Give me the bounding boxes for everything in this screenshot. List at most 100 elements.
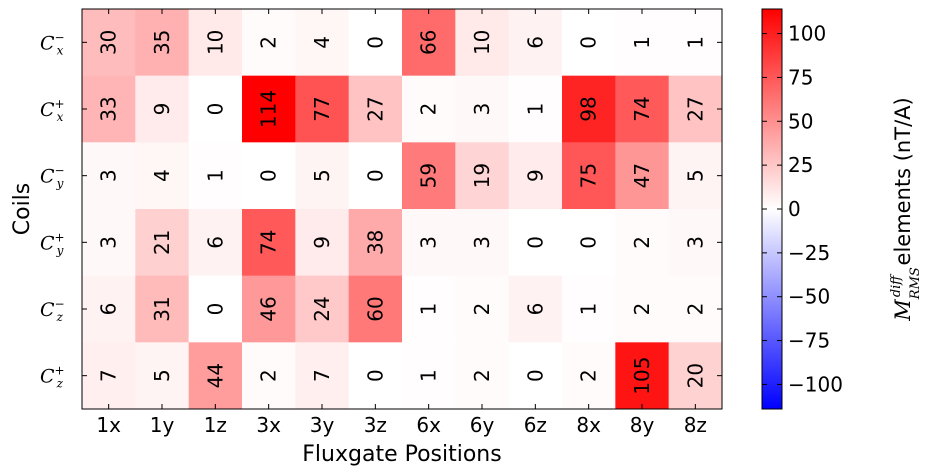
plot-frame bbox=[81, 8, 723, 410]
cell-value-label: 1 bbox=[203, 169, 227, 182]
heatmap-cell bbox=[615, 75, 670, 143]
heatmap-cell bbox=[348, 275, 403, 343]
heatmap-cell bbox=[402, 142, 456, 210]
heatmap-cell bbox=[82, 142, 136, 210]
cell-value-label: 6 bbox=[203, 236, 227, 249]
colorbar-tick-label: −25 bbox=[788, 241, 830, 265]
heatmap-cell bbox=[135, 342, 190, 410]
colorbar-tick-label: 0 bbox=[788, 197, 801, 221]
heatmap-cell bbox=[668, 275, 723, 343]
cell-value-label: 5 bbox=[150, 369, 174, 382]
heatmap-cell bbox=[402, 9, 456, 77]
x-tick-label: 6y bbox=[470, 413, 495, 437]
cell-value-label: 0 bbox=[363, 36, 387, 49]
cell-value-label: 4 bbox=[310, 36, 334, 49]
cell-value-label: 35 bbox=[150, 30, 174, 55]
heatmap-cell bbox=[188, 209, 243, 277]
cell-value-label: 6 bbox=[97, 303, 121, 316]
cell-value-label: 114 bbox=[257, 90, 281, 128]
y-tick-label: C+ y bbox=[40, 230, 65, 257]
heatmap-cell bbox=[188, 142, 243, 210]
cell-value-label: 3 bbox=[470, 103, 494, 116]
cell-value-label: 6 bbox=[523, 303, 547, 316]
heatmap-cell bbox=[455, 75, 510, 143]
cell-value-label: 3 bbox=[683, 236, 707, 249]
heatmap-cell bbox=[668, 209, 723, 277]
cell-value-label: 9 bbox=[310, 236, 334, 249]
colorbar-tick-label: 50 bbox=[788, 109, 813, 133]
heatmap-cell bbox=[188, 75, 243, 143]
cell-value-label: 21 bbox=[150, 230, 174, 255]
heatmap-cell bbox=[348, 142, 403, 210]
x-tick-label: 1x bbox=[96, 413, 121, 437]
heatmap-cell bbox=[508, 142, 563, 210]
heatmap-cell bbox=[562, 75, 616, 143]
heatmap-cell bbox=[508, 209, 563, 277]
cell-value-label: 2 bbox=[470, 303, 494, 316]
heatmap-cell bbox=[295, 209, 350, 277]
cell-value-label: 10 bbox=[203, 30, 227, 55]
cell-value-label: 1 bbox=[417, 369, 441, 382]
cell-value-label: 0 bbox=[523, 236, 547, 249]
heatmap-cell bbox=[135, 275, 190, 343]
heatmap-cell bbox=[562, 342, 616, 410]
cell-value-label: 60 bbox=[363, 296, 387, 321]
heatmap-cell bbox=[242, 209, 296, 277]
cell-value-label: 0 bbox=[203, 103, 227, 116]
heatmap-cell bbox=[295, 342, 350, 410]
cell-value-label: 9 bbox=[523, 169, 547, 182]
y-tick-label: C− x bbox=[40, 30, 65, 57]
heatmap-cell bbox=[562, 275, 616, 343]
x-tick-label: 8y bbox=[630, 413, 655, 437]
cell-value-label: 30 bbox=[97, 30, 121, 55]
cell-value-label: 66 bbox=[417, 30, 441, 55]
heatmap-cell bbox=[188, 9, 243, 77]
cell-value-label: 7 bbox=[310, 369, 334, 382]
cell-value-label: 3 bbox=[97, 236, 121, 249]
cell-value-label: 2 bbox=[630, 303, 654, 316]
cell-value-label: 2 bbox=[470, 369, 494, 382]
x-tick-label: 1z bbox=[204, 413, 227, 437]
cell-value-label: 20 bbox=[683, 363, 707, 388]
x-tick-label: 3x bbox=[256, 413, 281, 437]
x-tick-label: 3z bbox=[364, 413, 387, 437]
heatmap-cell bbox=[295, 142, 350, 210]
cell-value-label: 0 bbox=[523, 369, 547, 382]
cell-value-label: 3 bbox=[417, 236, 441, 249]
cell-value-label: 27 bbox=[683, 96, 707, 121]
heatmap-cell bbox=[668, 75, 723, 143]
colorbar-tick-label: −50 bbox=[788, 285, 830, 309]
heatmap-cell bbox=[242, 275, 296, 343]
y-tick-label: C+ x bbox=[40, 97, 65, 124]
y-tick-label: C− y bbox=[40, 164, 65, 191]
cell-value-label: 2 bbox=[257, 369, 281, 382]
heatmap-cell bbox=[455, 275, 510, 343]
colorbar-tick-label: −75 bbox=[788, 329, 830, 353]
cell-value-label: 24 bbox=[310, 296, 334, 321]
cell-value-label: 46 bbox=[257, 296, 281, 321]
cell-value-label: 74 bbox=[630, 96, 654, 121]
y-axis-ticks: C− x C+ x C− y C+ y C− z C+ z bbox=[40, 30, 722, 391]
cell-value-label: 0 bbox=[363, 169, 387, 182]
colorbar-tick-label: 100 bbox=[788, 22, 826, 46]
cell-value-label: 77 bbox=[310, 96, 334, 121]
heatmap-cell bbox=[402, 75, 456, 143]
x-tick-label: 6z bbox=[524, 413, 547, 437]
heatmap-cell bbox=[188, 342, 243, 410]
colorbar-tick-label: 25 bbox=[788, 153, 813, 177]
heatmap-cell bbox=[668, 342, 723, 410]
heatmap-cell bbox=[348, 75, 403, 143]
heatmap-cell bbox=[82, 209, 136, 277]
heatmap-cell bbox=[135, 142, 190, 210]
cell-value-label: 2 bbox=[417, 103, 441, 116]
heatmap-cell bbox=[82, 342, 136, 410]
cell-value-label: 31 bbox=[150, 296, 174, 321]
cell-value-label: 5 bbox=[310, 169, 334, 182]
heatmap-cell bbox=[242, 142, 296, 210]
heatmap-cell bbox=[508, 342, 563, 410]
heatmap-cell bbox=[615, 209, 670, 277]
cell-value-label: 0 bbox=[203, 303, 227, 316]
cell-value-label: 19 bbox=[470, 163, 494, 188]
cell-value-label: 1 bbox=[683, 36, 707, 49]
cell-value-label: 7 bbox=[97, 369, 121, 382]
